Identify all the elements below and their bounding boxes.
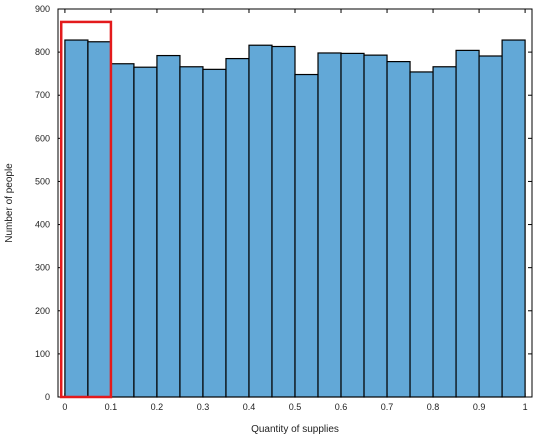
histogram-bar <box>271 45 296 398</box>
y-tick-label: 0 <box>45 392 50 402</box>
histogram-bar <box>110 63 135 398</box>
histogram-bar <box>340 52 365 398</box>
histogram-bar <box>179 66 204 398</box>
y-tick-label: 700 <box>35 90 50 100</box>
histogram-bar <box>133 66 158 398</box>
histogram-bar <box>386 60 411 398</box>
histogram-bar <box>409 71 434 398</box>
x-axis-ticks: 0 0.1 0.2 0.3 0.4 0.5 0.6 0.7 0.8 0.9 1 <box>62 9 528 412</box>
highlight-box <box>59 20 113 399</box>
x-tick-label: 0.4 <box>243 402 256 412</box>
y-tick-label: 200 <box>35 306 50 316</box>
x-tick-label: 0.9 <box>473 402 486 412</box>
histogram-bar <box>501 39 526 398</box>
histogram-bar <box>317 52 342 398</box>
histogram-bar <box>248 44 273 398</box>
y-tick-label: 400 <box>35 220 50 230</box>
histogram-bar <box>432 66 457 398</box>
y-axis-label: Number of people <box>4 163 15 243</box>
histogram-bar <box>294 73 319 398</box>
x-tick-label: 0 <box>62 402 67 412</box>
x-tick-label: 0.1 <box>105 402 118 412</box>
x-axis-label: Quantity of supplies <box>251 424 339 435</box>
histogram-bar <box>202 68 227 398</box>
x-tick-label: 0.7 <box>381 402 394 412</box>
y-tick-label: 100 <box>35 349 50 359</box>
bars-group <box>64 39 526 398</box>
histogram-bar <box>363 54 388 398</box>
x-tick-label: 1 <box>523 402 528 412</box>
y-tick-label: 500 <box>35 176 50 186</box>
histogram-bar <box>478 55 503 398</box>
x-tick-label: 0.5 <box>289 402 302 412</box>
y-tick-label: 600 <box>35 133 50 143</box>
x-tick-label: 0.8 <box>427 402 440 412</box>
x-tick-label: 0.6 <box>335 402 348 412</box>
x-tick-label: 0.2 <box>151 402 164 412</box>
histogram-bar <box>87 41 112 398</box>
x-tick-label: 0.3 <box>197 402 210 412</box>
y-tick-label: 900 <box>35 4 50 14</box>
y-tick-label: 300 <box>35 263 50 273</box>
histogram-bar <box>455 49 480 398</box>
histogram-bar <box>156 54 181 398</box>
histogram-bar <box>64 39 89 398</box>
histogram-bar <box>225 57 250 398</box>
y-tick-label: 800 <box>35 47 50 57</box>
